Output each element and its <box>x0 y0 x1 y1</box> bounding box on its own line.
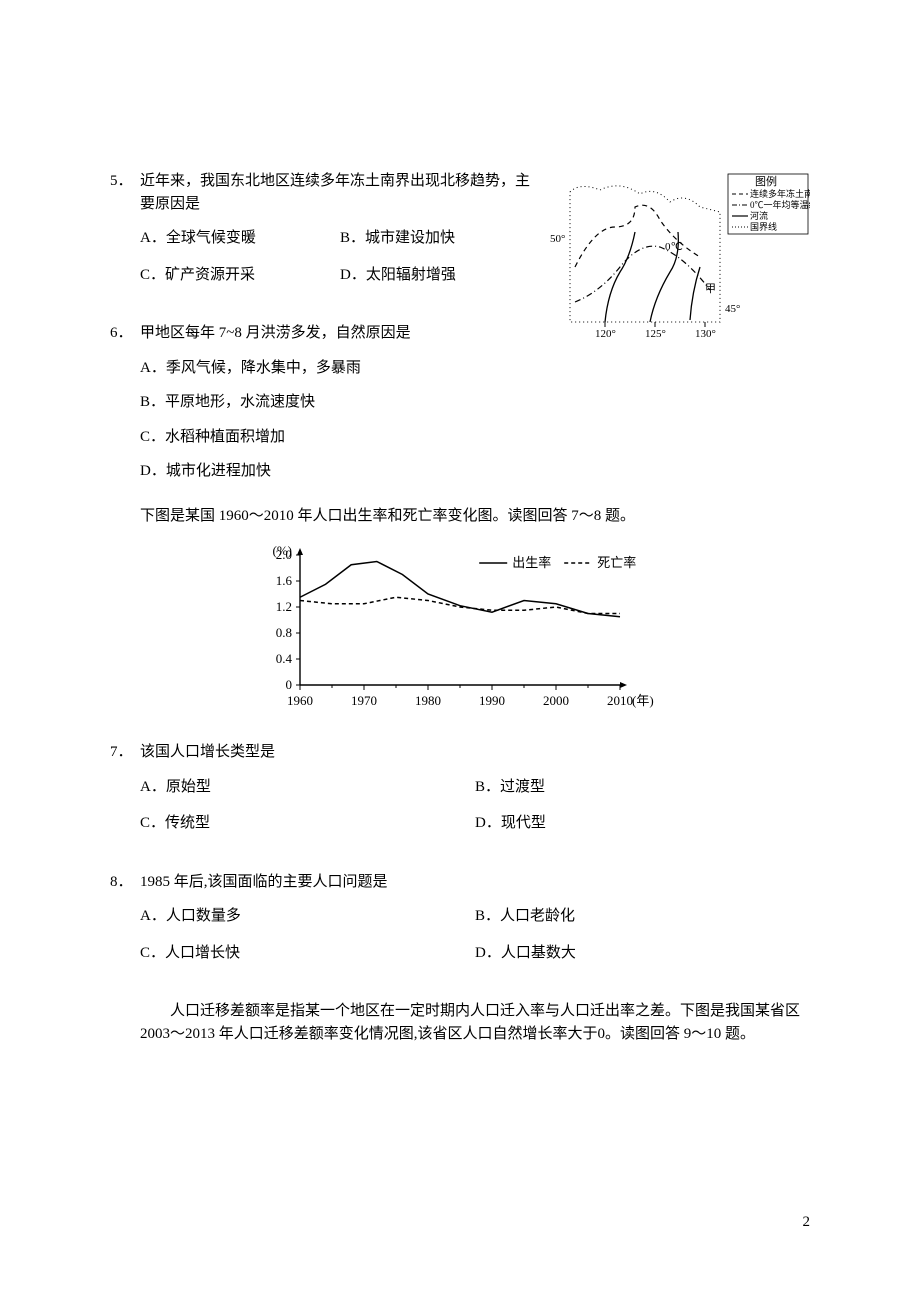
q6-options: A．季风气候，降水集中，多暴雨 B．平原地形，水流速度快 C．水稻种植面积增加 … <box>110 357 810 483</box>
question-6: 6． 甲地区每年 7~8 月洪涝多发，自然原因是 A．季风气候，降水集中，多暴雨… <box>110 322 810 483</box>
question-7: 7． 该国人口增长类型是 A．原始型 B．过渡型 C．传统型 D．现代型 <box>110 741 810 849</box>
q7-opt-b: B．过渡型 <box>475 776 810 799</box>
svg-text:1.2: 1.2 <box>276 599 292 614</box>
q6-opt-c: C．水稻种植面积增加 <box>140 426 810 449</box>
legend-river: 河流 <box>750 210 768 221</box>
q6-opt-d: D．城市化进程加快 <box>140 460 810 483</box>
q5-opt-c: C．矿产资源开采 <box>140 264 340 287</box>
q7-text: 该国人口增长类型是 <box>140 741 810 764</box>
q8-text: 1985 年后,该国面临的主要人口问题是 <box>140 871 810 894</box>
legend-permafrost: 连续多年冻土南界 <box>750 188 810 199</box>
legend-border: 国界线 <box>750 221 777 232</box>
question-8: 8． 1985 年后,该国面临的主要人口问题是 A．人口数量多 B．人口老龄化 … <box>110 871 810 979</box>
q8-options: A．人口数量多 B．人口老龄化 C．人口增长快 D．人口基数大 <box>110 905 810 978</box>
q7-num: 7． <box>110 741 140 764</box>
q5-options: A．全球气候变暖 B．城市建设加快 C．矿产资源开采 D．太阳辐射增强 <box>110 227 540 300</box>
q5-text: 近年来，我国东北地区连续多年冻土南界出现北移趋势，主要原因是 <box>140 170 540 215</box>
svg-text:出生率: 出生率 <box>512 555 551 570</box>
intro-7-8: 下图是某国 1960～2010 年人口出生率和死亡率变化图。读图回答 7～8 题… <box>140 505 810 528</box>
svg-text:死亡率: 死亡率 <box>597 555 636 570</box>
q8-opt-d: D．人口基数大 <box>475 942 810 965</box>
svg-text:1990: 1990 <box>479 693 505 708</box>
svg-text:0.8: 0.8 <box>276 625 292 640</box>
lat-50: 50° <box>550 233 565 245</box>
legend-title: 图例 <box>755 174 777 188</box>
exam-page: 0℃ 甲 50° 45° 120° 125° 130° 图例 连续多年冻土南界 … <box>0 0 920 1303</box>
q8-opt-a: A．人口数量多 <box>140 905 475 928</box>
map-jia-label: 甲 <box>705 283 716 295</box>
population-chart: (%)00.40.81.21.62.0196019701980199020002… <box>250 545 670 715</box>
q7-opt-c: C．传统型 <box>140 812 475 835</box>
legend-isotherm: 0℃一年均等温线 <box>750 199 810 210</box>
intro-9-10: 人口迁移差额率是指某一个地区在一定时期内人口迁入率与人口迁出率之差。下图是我国某… <box>140 1000 810 1045</box>
q5-num: 5． <box>110 170 140 193</box>
svg-text:1970: 1970 <box>351 693 377 708</box>
q7-options: A．原始型 B．过渡型 C．传统型 D．现代型 <box>110 776 810 849</box>
lon-120: 120° <box>595 328 616 340</box>
q8-opt-c: C．人口增长快 <box>140 942 475 965</box>
svg-text:2010: 2010 <box>607 693 633 708</box>
lon-125: 125° <box>645 328 666 340</box>
lat-45: 45° <box>725 303 740 315</box>
q7-opt-a: A．原始型 <box>140 776 475 799</box>
q8-opt-b: B．人口老龄化 <box>475 905 810 928</box>
svg-text:1.6: 1.6 <box>276 573 293 588</box>
q6-opt-b: B．平原地形，水流速度快 <box>140 391 810 414</box>
svg-text:2.0: 2.0 <box>276 547 292 562</box>
q5-opt-d: D．太阳辐射增强 <box>340 264 540 287</box>
svg-text:0.4: 0.4 <box>276 651 293 666</box>
q8-num: 8． <box>110 871 140 894</box>
lon-130: 130° <box>695 328 716 340</box>
svg-text:0: 0 <box>286 677 293 692</box>
svg-text:1960: 1960 <box>287 693 313 708</box>
q6-num: 6． <box>110 322 140 345</box>
q5-opt-a: A．全球气候变暖 <box>140 227 340 250</box>
svg-text:(年): (年) <box>632 693 654 708</box>
q7-opt-d: D．现代型 <box>475 812 810 835</box>
q5-opt-b: B．城市建设加快 <box>340 227 540 250</box>
page-number: 2 <box>803 1211 811 1234</box>
svg-text:2000: 2000 <box>543 693 569 708</box>
q6-opt-a: A．季风气候，降水集中，多暴雨 <box>140 357 810 380</box>
question-5: 5． 近年来，我国东北地区连续多年冻土南界出现北移趋势，主要原因是 A．全球气候… <box>110 170 540 300</box>
map-0c-label: 0℃ <box>665 241 683 253</box>
map-figure: 0℃ 甲 50° 45° 120° 125° 130° 图例 连续多年冻土南界 … <box>550 172 810 342</box>
svg-text:1980: 1980 <box>415 693 441 708</box>
